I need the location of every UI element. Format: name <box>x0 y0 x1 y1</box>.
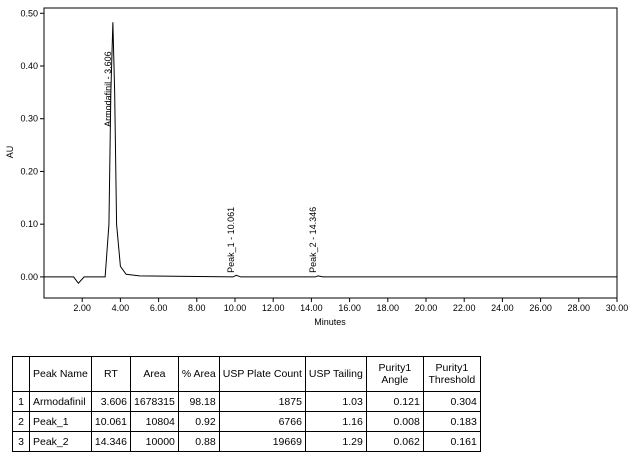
table-cell: 1.29 <box>304 431 367 452</box>
column-header: Area <box>129 356 179 392</box>
x-tick-label: 28.00 <box>568 303 591 313</box>
table-cell: 0.161 <box>422 431 481 452</box>
column-header: Peak Name <box>29 356 92 392</box>
trace <box>44 22 617 285</box>
peak-label: Peak_1 - 10.061 <box>226 207 236 273</box>
x-tick-label: 30.00 <box>606 303 629 313</box>
x-tick-label: 22.00 <box>453 303 476 313</box>
column-header: Purity1 Threshold <box>422 356 481 392</box>
table-cell: 1 <box>12 391 30 412</box>
table-cell: 2 <box>12 411 30 432</box>
x-tick-label: 12.00 <box>262 303 285 313</box>
table-row: 1 Armodafinil 3.606 1678315 98.18 1875 1.03 0.1… <box>12 391 481 412</box>
y-tick-label: 0.40 <box>20 61 38 71</box>
table-cell: 0.121 <box>365 391 424 412</box>
table-cell: 1.03 <box>304 391 367 412</box>
x-axis-label: Minutes <box>314 317 346 327</box>
peak-label: Peak_2 - 14.346 <box>308 207 318 273</box>
table-cell: 0.008 <box>365 411 424 432</box>
x-tick-label: 10.00 <box>224 303 247 313</box>
column-header: USP Plate Count <box>218 356 306 392</box>
y-tick-label: 0.00 <box>20 272 38 282</box>
x-tick-label: 8.00 <box>188 303 206 313</box>
table-cell: 1678315 <box>129 391 179 412</box>
table-cell: Peak_1 <box>29 411 92 432</box>
table-cell: 10000 <box>129 431 179 452</box>
table-cell: 0.183 <box>422 411 481 432</box>
table-cell: 0.062 <box>365 431 424 452</box>
column-header: USP Tailing <box>304 356 367 392</box>
column-header: % Area <box>177 356 220 392</box>
table-cell: 1.16 <box>304 411 367 432</box>
index-header <box>12 356 30 392</box>
table-row: 2 Peak_1 10.061 10804 0.92 6766 1.16 0.008 0.183 <box>12 411 481 432</box>
y-axis-label: AU <box>5 146 15 159</box>
x-tick-label: 6.00 <box>150 303 168 313</box>
results-table: Peak Name RT Area% Area USP Plate Count USP … <box>12 356 481 452</box>
peak-label: Armodafinil - 3.606 <box>103 51 113 127</box>
table-cell: 14.346 <box>90 431 131 452</box>
table-cell: 6766 <box>218 411 306 432</box>
x-tick-label: 14.00 <box>300 303 323 313</box>
chart: AU Minutes 0.00 0.10 0.20 0.30 0.40 0.50 2.00 4… <box>5 7 629 327</box>
table-row: 3 Peak_2 14.346 10000 0.88 19669 1.29 0.062 0.16… <box>12 431 481 452</box>
table-cell: 0.92 <box>177 411 220 432</box>
column-header: RT <box>90 356 131 392</box>
y-tick-label: 0.20 <box>20 166 38 176</box>
table-cell: 10.061 <box>90 411 131 432</box>
table-cell: 3 <box>12 431 30 452</box>
y-tick-label: 0.50 <box>20 8 38 18</box>
plot-frame <box>43 7 618 299</box>
x-tick-label: 18.00 <box>377 303 400 313</box>
table-cell: 98.18 <box>177 391 220 412</box>
x-tick-label: 16.00 <box>338 303 361 313</box>
table-cell: 1875 <box>218 391 306 412</box>
y-tick-label: 0.10 <box>20 219 38 229</box>
x-tick-label: 4.00 <box>112 303 130 313</box>
table-cell: 10804 <box>129 411 179 432</box>
table-cell: 19669 <box>218 431 306 452</box>
x-tick-label: 26.00 <box>529 303 552 313</box>
y-tick-label: 0.30 <box>20 114 38 124</box>
x-tick-label: 24.00 <box>491 303 514 313</box>
table-cell: 0.88 <box>177 431 220 452</box>
x-tick-label: 2.00 <box>73 303 91 313</box>
table-cell: 0.304 <box>422 391 481 412</box>
x-tick-label: 20.00 <box>415 303 438 313</box>
table-cell: 3.606 <box>90 391 131 412</box>
table-cell: Armodafinil <box>29 391 92 412</box>
column-header: Purity1 Angle <box>365 356 424 392</box>
table-cell: Peak_2 <box>29 431 92 452</box>
